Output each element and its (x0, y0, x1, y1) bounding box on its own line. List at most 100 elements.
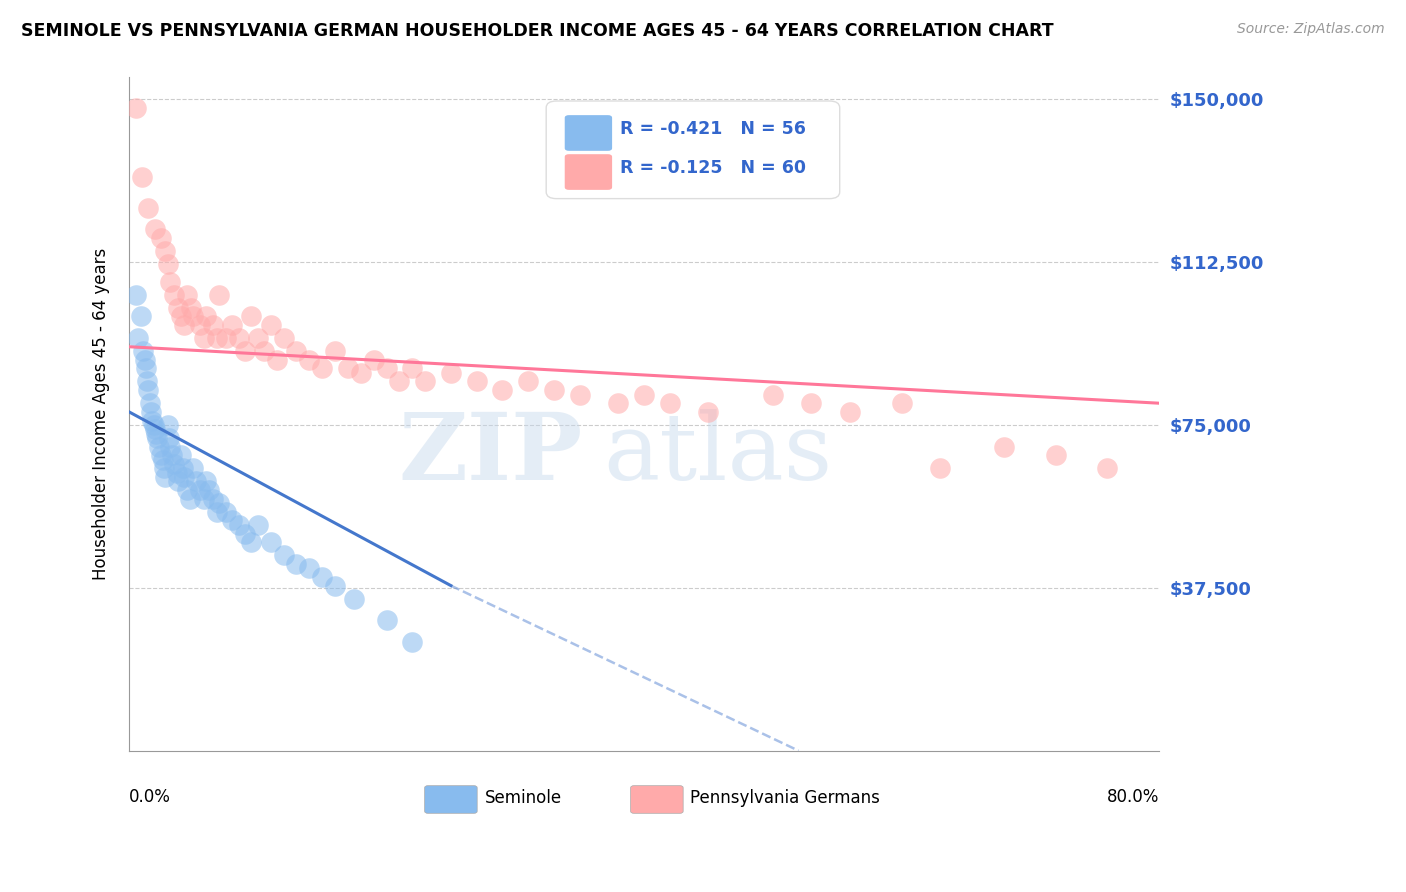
Point (156, 417, 179, 432)
Point (169, 448, 191, 462)
Point (311, 361, 333, 376)
Point (143, 222, 166, 236)
Y-axis label: Householder Income Ages 45 - 64 years: Householder Income Ages 45 - 64 years (93, 248, 110, 580)
Text: 80.0%: 80.0% (1107, 788, 1159, 805)
Point (228, 517, 250, 532)
Point (205, 331, 228, 345)
Point (323, 579, 346, 593)
Point (195, 310, 218, 324)
Point (195, 475, 218, 489)
Point (350, 366, 373, 380)
Point (188, 318, 211, 332)
FancyBboxPatch shape (565, 115, 612, 151)
Point (491, 383, 513, 397)
Text: Seminole: Seminole (485, 789, 561, 806)
Point (233, 526, 256, 541)
Point (188, 483, 211, 497)
Point (142, 417, 165, 432)
Point (183, 310, 205, 324)
Text: R = -0.125   N = 60: R = -0.125 N = 60 (620, 160, 806, 178)
Point (298, 352, 321, 367)
Point (150, 231, 173, 245)
FancyBboxPatch shape (631, 786, 683, 814)
Point (131, 170, 153, 185)
Point (658, 396, 681, 410)
Point (201, 318, 224, 332)
Point (221, 318, 243, 332)
Point (388, 375, 411, 389)
Point (246, 517, 269, 532)
Point (139, 405, 162, 419)
Point (153, 244, 176, 259)
Point (228, 331, 250, 345)
Point (762, 387, 785, 401)
Point (697, 405, 720, 419)
Point (890, 396, 912, 410)
Point (183, 461, 205, 475)
Point (176, 287, 198, 301)
Point (173, 470, 195, 484)
Text: atlas: atlas (603, 409, 832, 500)
Point (413, 375, 436, 389)
Point (285, 344, 308, 359)
Point (1045, 448, 1067, 462)
Point (159, 275, 181, 289)
Point (167, 475, 190, 489)
Point (132, 344, 155, 359)
Point (179, 491, 201, 506)
Point (160, 448, 183, 462)
Point (193, 331, 215, 345)
Point (180, 301, 202, 315)
Point (543, 383, 565, 397)
Point (375, 361, 398, 376)
Point (440, 366, 463, 380)
Point (568, 387, 591, 401)
Point (136, 375, 159, 389)
Point (273, 331, 295, 345)
Point (401, 635, 423, 649)
Point (129, 310, 152, 324)
Point (146, 431, 169, 445)
Point (260, 535, 283, 549)
Point (138, 383, 160, 397)
Point (124, 287, 146, 301)
Point (172, 461, 194, 475)
Point (208, 496, 231, 510)
Text: SEMINOLE VS PENNSYLVANIA GERMAN HOUSEHOLDER INCOME AGES 45 - 64 YEARS CORRELATIO: SEMINOLE VS PENNSYLVANIA GERMAN HOUSEHOL… (21, 22, 1053, 40)
Point (336, 361, 359, 376)
FancyBboxPatch shape (546, 101, 839, 199)
Text: R = -0.421   N = 56: R = -0.421 N = 56 (620, 120, 806, 138)
Point (124, 101, 146, 115)
Text: Pennsylvania Germans: Pennsylvania Germans (690, 789, 880, 806)
Point (221, 513, 243, 527)
Point (159, 440, 181, 454)
Point (134, 352, 156, 367)
Point (145, 426, 167, 441)
Point (166, 466, 188, 480)
FancyBboxPatch shape (565, 154, 612, 190)
Text: Source: ZipAtlas.com: Source: ZipAtlas.com (1237, 22, 1385, 37)
Point (343, 591, 366, 606)
Point (839, 405, 862, 419)
Point (214, 331, 236, 345)
Point (148, 440, 170, 454)
FancyBboxPatch shape (425, 786, 477, 814)
Point (633, 387, 655, 401)
Point (184, 475, 207, 489)
Point (201, 491, 224, 506)
Text: 0.0%: 0.0% (129, 788, 172, 805)
Point (260, 318, 283, 332)
Point (285, 557, 308, 571)
Point (929, 461, 952, 475)
Point (273, 548, 295, 562)
Text: ZIP: ZIP (398, 409, 582, 500)
Point (157, 431, 180, 445)
Point (240, 310, 263, 324)
Point (233, 344, 256, 359)
Point (152, 452, 174, 467)
Point (208, 287, 231, 301)
Point (156, 257, 179, 271)
Point (1097, 461, 1119, 475)
Point (138, 201, 160, 215)
Point (266, 352, 288, 367)
